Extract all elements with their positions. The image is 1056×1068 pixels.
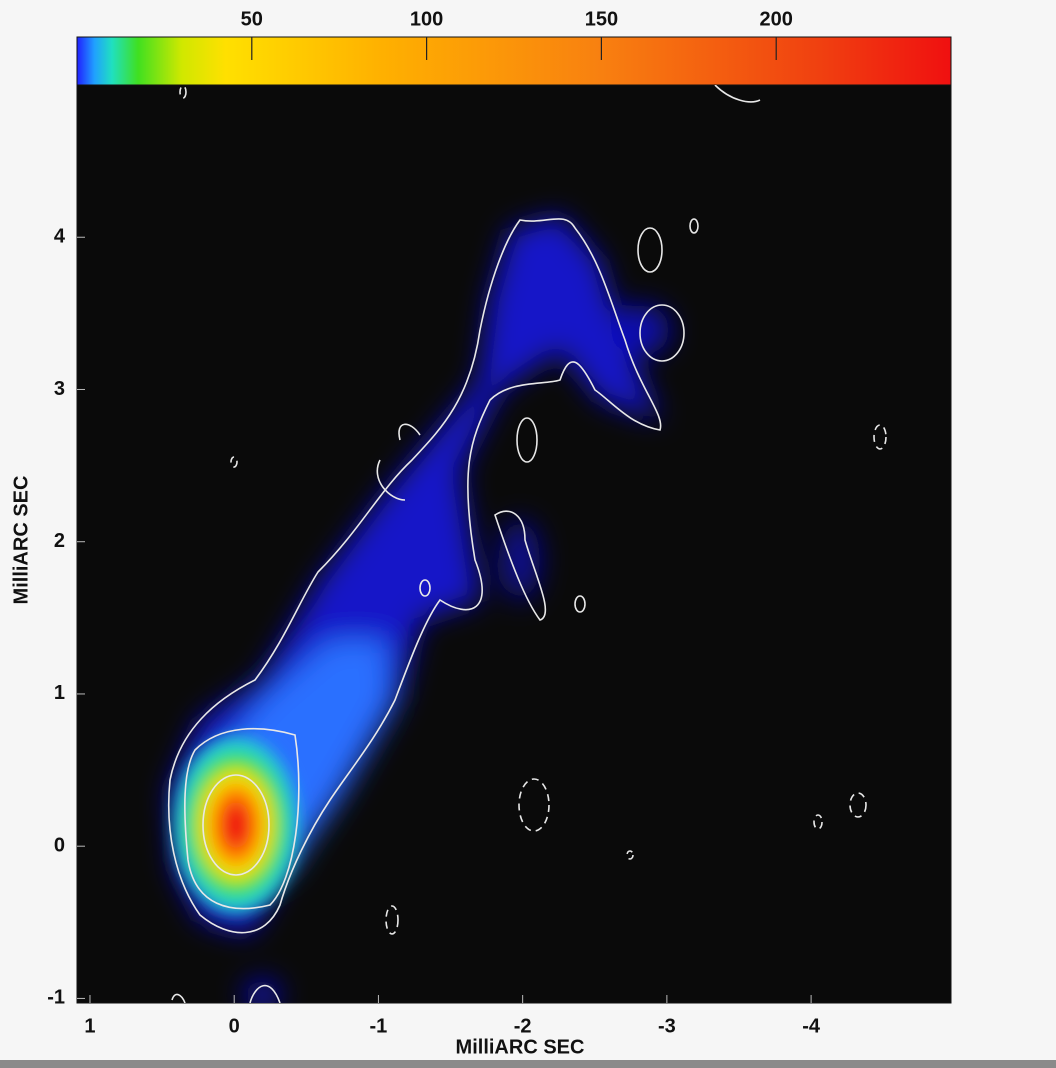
colorbar-tick-label: 150 — [585, 8, 618, 30]
colorbar-tick-label: 50 — [241, 8, 263, 30]
bottom-bar — [0, 1060, 1056, 1068]
colorbar — [76, 36, 952, 86]
x-tick-label: -3 — [658, 1015, 676, 1037]
x-tick-label: -2 — [514, 1015, 532, 1037]
colorbar-tick-label: 200 — [760, 8, 793, 30]
colorbar-tick-label: 100 — [410, 8, 443, 30]
emission-image — [167, 85, 887, 1003]
y-axis-label: MilliARC SEC — [10, 476, 32, 605]
x-tick-label: -1 — [370, 1015, 388, 1037]
y-tick-label: 2 — [54, 530, 65, 552]
y-tick-label: 3 — [54, 378, 65, 400]
y-tick-label: 1 — [54, 682, 65, 704]
x-tick-label: -4 — [802, 1015, 821, 1037]
y-tick-label: 4 — [54, 226, 66, 248]
x-tick-label: 0 — [229, 1015, 240, 1037]
x-axis-label: MilliARC SEC — [456, 1036, 585, 1058]
y-tick-label: -1 — [47, 987, 65, 1009]
x-tick-label: 1 — [84, 1015, 95, 1037]
y-tick-label: 0 — [54, 834, 65, 856]
